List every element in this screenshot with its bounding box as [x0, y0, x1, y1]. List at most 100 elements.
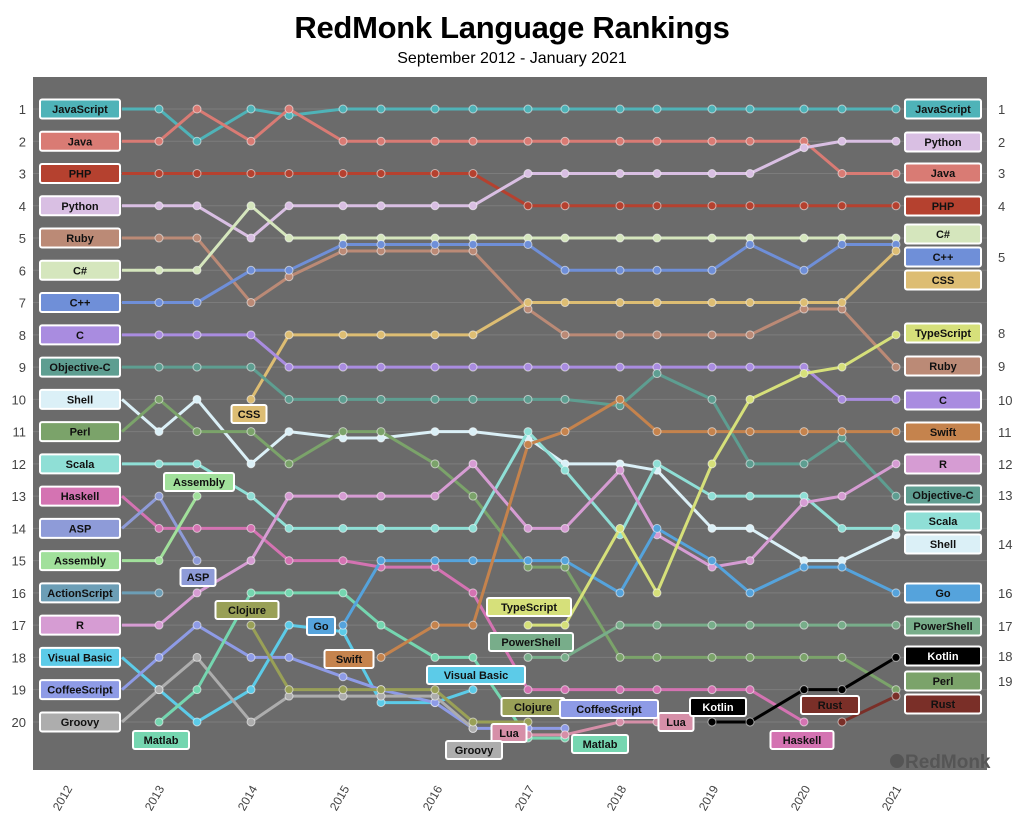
rank-tick-label-right: 2 [998, 135, 1005, 150]
data-point [376, 427, 386, 437]
label-text: CSS [932, 275, 955, 287]
data-point [560, 104, 570, 114]
data-point [745, 136, 755, 146]
data-point [891, 394, 901, 404]
data-point [891, 427, 901, 437]
series-scala [122, 427, 901, 540]
data-point [246, 169, 256, 179]
data-point [560, 465, 570, 475]
series-line [122, 204, 896, 272]
label-text: R [76, 620, 84, 632]
label-text: Matlab [583, 739, 618, 751]
label-assembly: Assembly [39, 550, 121, 572]
label-visual-basic: Visual Basic [39, 646, 121, 668]
rank-tick-label: 8 [19, 328, 26, 343]
data-point [745, 104, 755, 114]
series-line [122, 430, 896, 537]
data-point [246, 362, 256, 372]
data-point [246, 556, 256, 566]
label-text: Shell [67, 394, 93, 406]
data-point [707, 427, 717, 437]
data-point [615, 265, 625, 275]
label-annotation-lua: Lua [490, 723, 528, 743]
year-tick-label: 2016 [420, 783, 446, 813]
rank-tick-label: 3 [19, 167, 26, 182]
label-annotation-coffeescript: CoffeeScript [559, 699, 659, 719]
data-point [192, 459, 202, 469]
data-point [745, 717, 755, 727]
data-point [652, 298, 662, 308]
data-point [376, 169, 386, 179]
rank-tick-label: 15 [12, 554, 26, 569]
data-point [652, 523, 662, 533]
data-point [652, 620, 662, 630]
label-go: Go [904, 582, 982, 604]
data-point [338, 672, 348, 682]
year-tick-label: 2014 [235, 783, 261, 813]
data-point [652, 201, 662, 211]
data-point [615, 465, 625, 475]
data-point [745, 239, 755, 249]
data-point [154, 265, 164, 275]
series-powershell [523, 620, 901, 662]
data-point [284, 652, 294, 662]
label-actionscript: ActionScript [39, 582, 121, 604]
label-text: PowerShell [913, 621, 972, 633]
data-point [430, 685, 440, 695]
label-annotation-typescript: TypeScript [486, 597, 572, 617]
series-swift [376, 394, 901, 662]
data-point [837, 298, 847, 308]
data-point [745, 523, 755, 533]
data-point [284, 620, 294, 630]
label-text: Java [931, 168, 956, 180]
label-annotation-rust: Rust [800, 695, 860, 715]
data-point [652, 427, 662, 437]
data-point [154, 169, 164, 179]
data-point [615, 201, 625, 211]
data-point [560, 265, 570, 275]
data-point [615, 169, 625, 179]
data-point [246, 136, 256, 146]
data-point [745, 362, 755, 372]
data-point [246, 394, 256, 404]
data-point [154, 298, 164, 308]
data-point [468, 136, 478, 146]
rank-tick-label: 20 [12, 715, 26, 730]
data-point [707, 491, 717, 501]
data-point [246, 104, 256, 114]
rank-tick-label: 16 [12, 586, 26, 601]
data-point [192, 233, 202, 243]
label-text: Kotlin [702, 702, 733, 714]
label-text: Objective-C [49, 362, 110, 374]
label-text: TypeScript [915, 328, 971, 340]
label-annotation-assembly: Assembly [163, 472, 235, 492]
data-point [615, 523, 625, 533]
series-go [338, 523, 901, 630]
label-scala: Scala [39, 453, 121, 475]
data-point [891, 459, 901, 469]
data-point [376, 394, 386, 404]
rank-tick-label: 19 [12, 683, 26, 698]
data-point [837, 136, 847, 146]
label-text: Clojure [228, 605, 266, 617]
data-point [745, 620, 755, 630]
data-point [468, 104, 478, 114]
data-point [745, 169, 755, 179]
label-text: R [939, 459, 947, 471]
data-point [745, 459, 755, 469]
data-point [652, 104, 662, 114]
series-asp [121, 491, 202, 566]
data-point [338, 685, 348, 695]
data-point [799, 652, 809, 662]
label-text: Objective-C [912, 490, 973, 502]
label-java: Java [39, 130, 121, 152]
label-rust: Rust [904, 693, 982, 715]
series-actionscript [122, 588, 164, 598]
data-point [246, 717, 256, 727]
label-annotation-visual-basic: Visual Basic [426, 665, 526, 685]
data-point [468, 330, 478, 340]
label-text: CoffeeScript [576, 704, 642, 716]
label-text: Matlab [144, 735, 179, 747]
data-point [284, 362, 294, 372]
label-annotation-matlab: Matlab [571, 734, 629, 754]
